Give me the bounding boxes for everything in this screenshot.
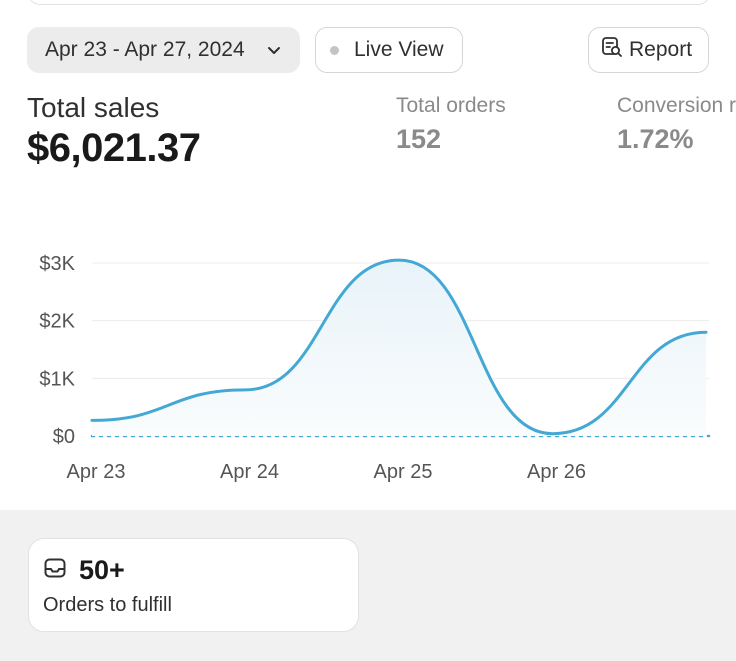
y-tick-label: $2K: [39, 311, 75, 333]
x-tick-label: Apr 25: [374, 461, 433, 483]
total-sales-value: $6,021.37: [27, 126, 201, 170]
sales-area-fill: [92, 260, 706, 436]
conversion-label: Conversion r: [617, 94, 736, 117]
orders-to-fulfill-card[interactable]: 50+ Orders to fulfill: [28, 538, 359, 632]
date-range-picker[interactable]: Apr 23 - Apr 27, 2024: [27, 27, 300, 73]
sales-chart: $0 $1K $2K $3K Apr 23 Apr 24 Apr 25 Apr 26: [39, 253, 711, 483]
total-sales-label: Total sales: [27, 92, 160, 123]
report-button[interactable]: Report: [588, 27, 709, 73]
inbox-icon: [43, 556, 67, 585]
date-range-label: Apr 23 - Apr 27, 2024: [45, 38, 245, 61]
chevron-down-icon: [266, 42, 282, 58]
sales-series-line: [90, 258, 708, 436]
total-orders-label: Total orders: [396, 94, 506, 117]
live-view-button[interactable]: Live View: [315, 27, 463, 73]
fulfill-count: 50+: [79, 555, 125, 585]
x-tick-label: Apr 23: [67, 461, 126, 483]
report-search-icon: [601, 36, 629, 64]
x-tick-label: Apr 24: [220, 461, 279, 483]
total-orders-metric[interactable]: Total orders 152: [396, 94, 506, 155]
conversion-value: 1.72%: [617, 124, 694, 154]
live-status-dot: [330, 45, 339, 55]
conversion-metric[interactable]: Conversion r 1.72%: [617, 94, 736, 155]
top-search-bar-edge: [28, 0, 710, 5]
report-label: Report: [629, 38, 693, 61]
y-tick-label: $0: [53, 426, 75, 448]
fulfill-label: Orders to fulfill: [43, 594, 172, 616]
x-tick-label: Apr 26: [527, 461, 586, 483]
y-tick-label: $1K: [39, 368, 75, 390]
live-view-label: Live View: [354, 38, 444, 61]
y-tick-label: $3K: [39, 253, 75, 275]
total-orders-value: 152: [396, 124, 442, 154]
